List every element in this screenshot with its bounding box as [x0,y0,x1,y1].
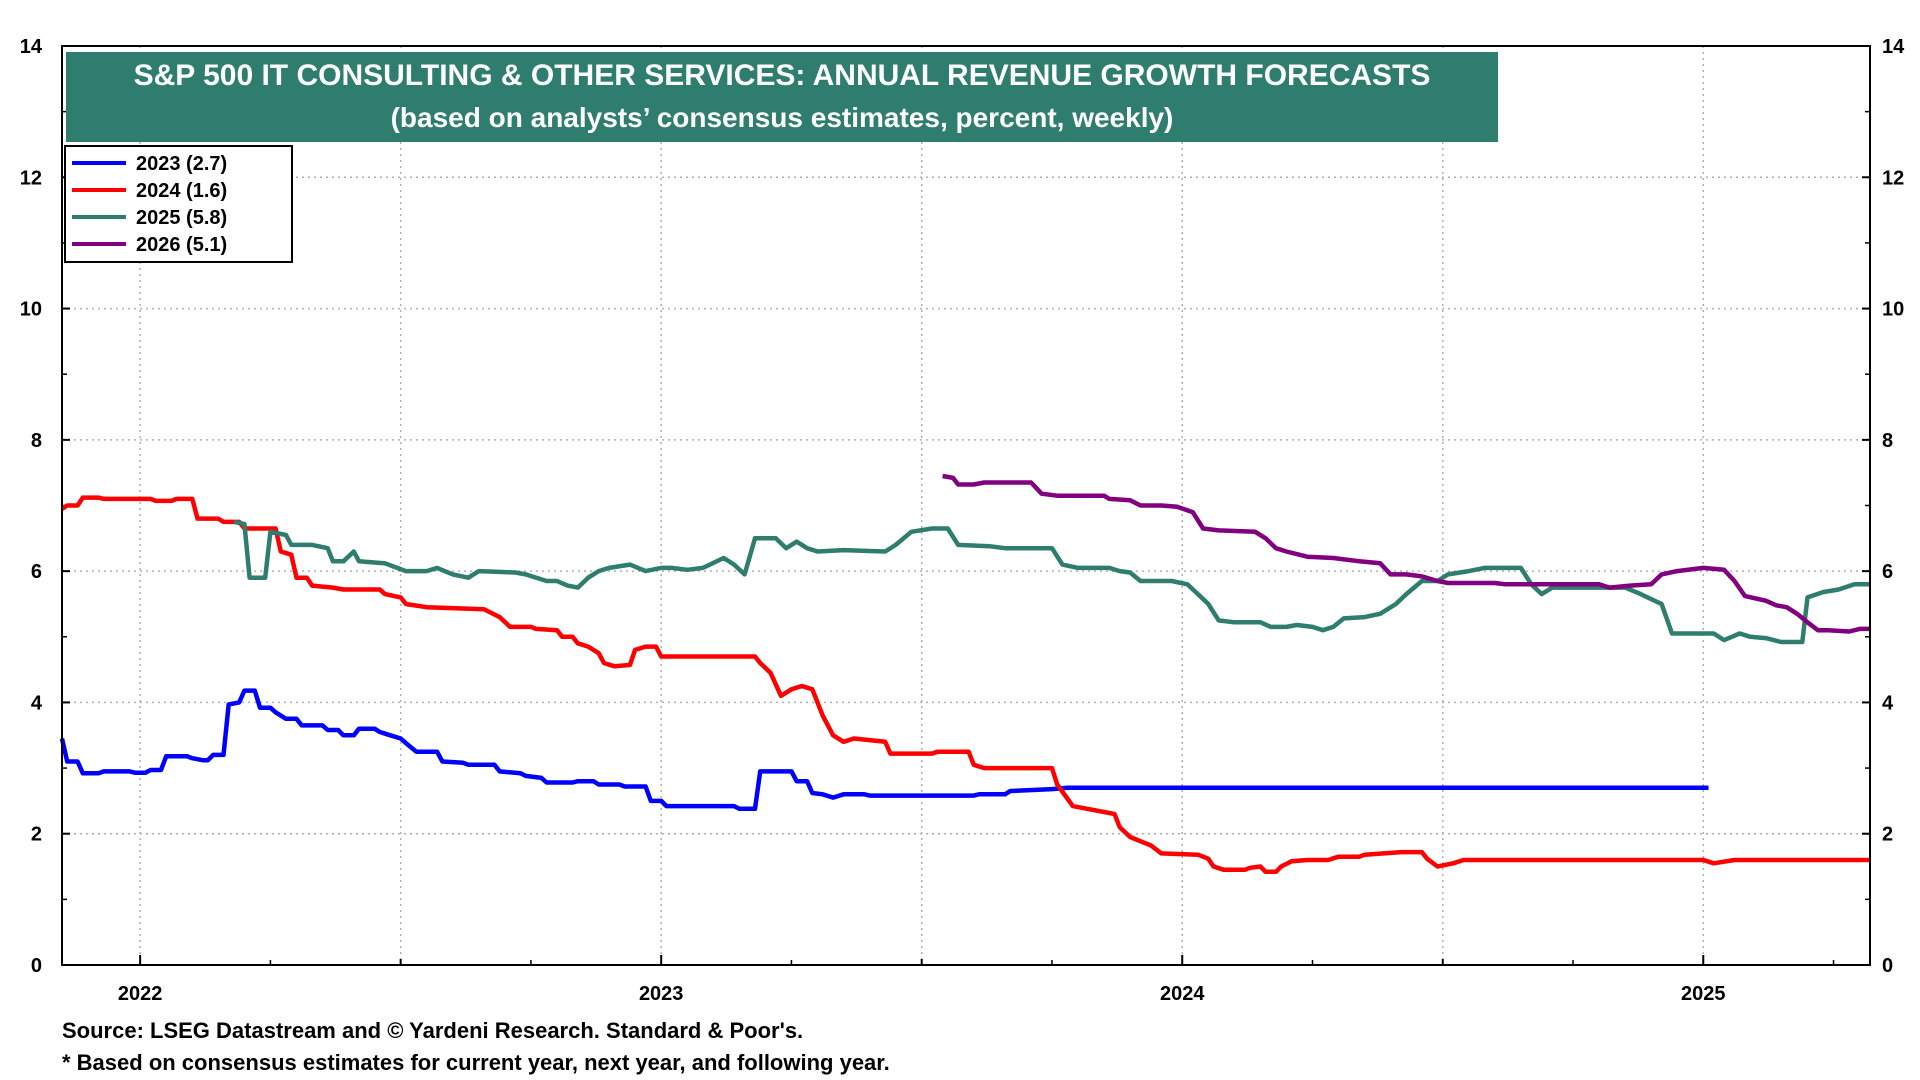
y-tick-label-left: 10 [20,299,42,321]
series-group [59,473,1870,875]
legend-label-2023: 2023 (2.7) [136,153,227,175]
title-background [66,52,1498,142]
y-tick-label-right: 4 [1882,692,1894,714]
legend-label-2026: 2026 (5.1) [136,234,227,256]
y-tick-label-left: 8 [31,430,42,452]
axis-ticks: 0 0 2 2 4 4 6 6 8 8 10 10 12 12 14 14 2022 2023 2024 2025 [20,36,1905,1005]
chart-subtitle: (based on analysts’ consensus estimates,… [391,102,1174,133]
grid [62,46,1870,965]
y-tick-label-right: 10 [1882,299,1904,321]
x-tick-label: 2025 [1681,983,1726,1005]
footnote: * Based on consensus estimates for curre… [62,1050,890,1075]
y-tick-label-right: 14 [1882,36,1905,58]
legend-box [64,145,293,263]
source-note: Source: LSEG Datastream and © Yardeni Re… [62,1018,804,1043]
x-tick-label: 2023 [639,983,684,1005]
x-tick-label: 2022 [118,983,163,1005]
legend: 2023 (2.7) 2024 (1.6) 2025 (5.8) 2026 (5… [64,145,293,263]
y-tick-label-left: 0 [31,955,42,977]
y-tick-label-right: 12 [1882,167,1904,189]
y-tick-label-left: 14 [20,36,43,58]
series-line-3 [942,473,1870,634]
title-box: S&P 500 IT CONSULTING & OTHER SERVICES: … [66,52,1498,142]
y-tick-label-right: 2 [1882,824,1893,846]
series-line-1 [60,495,1870,875]
plot-frame [61,45,1871,966]
y-tick-label-left: 2 [31,824,42,846]
y-tick-label-left: 4 [31,692,43,714]
series-line-0 [59,688,1709,812]
legend-label-2025: 2025 (5.8) [136,207,227,229]
chart-title: S&P 500 IT CONSULTING & OTHER SERVICES: … [134,59,1431,92]
y-tick-label-right: 6 [1882,561,1893,583]
y-tick-label-left: 6 [31,561,42,583]
x-tick-label: 2024 [1160,983,1205,1005]
y-tick-label-right: 8 [1882,430,1893,452]
y-tick-label-right: 0 [1882,955,1893,977]
legend-label-2024: 2024 (1.6) [136,180,227,202]
series-line-2 [233,519,1870,645]
y-tick-label-left: 12 [20,167,42,189]
